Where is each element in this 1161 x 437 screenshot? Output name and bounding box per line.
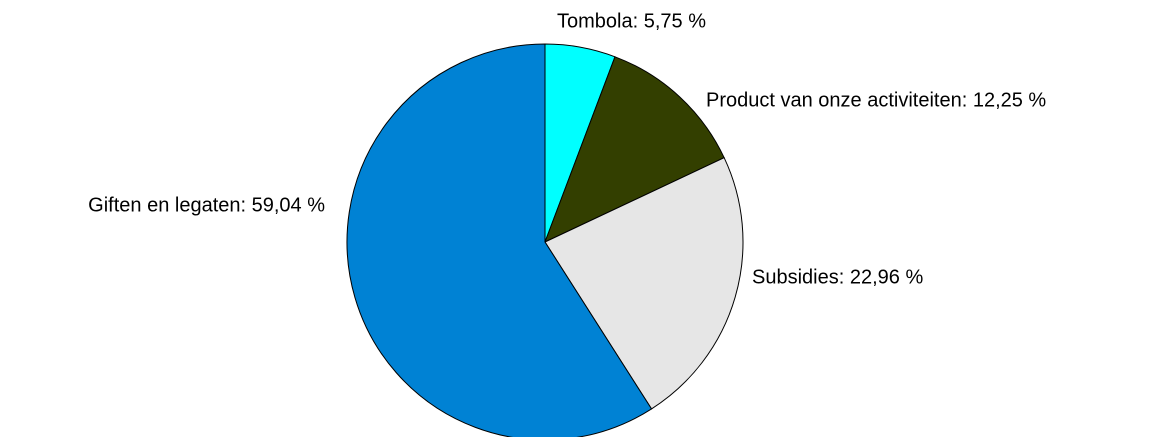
slice-label: Product van onze activiteiten: 12,25 % — [706, 89, 1046, 111]
slice-label: Subsidies: 22,96 % — [752, 266, 923, 288]
slice-label: Tombola: 5,75 % — [557, 10, 706, 32]
pie-slice — [544, 56, 725, 243]
pie-slice — [544, 157, 744, 410]
slice-label: Giften en legaten: 59,04 % — [88, 194, 325, 216]
pie-slice — [346, 43, 653, 437]
